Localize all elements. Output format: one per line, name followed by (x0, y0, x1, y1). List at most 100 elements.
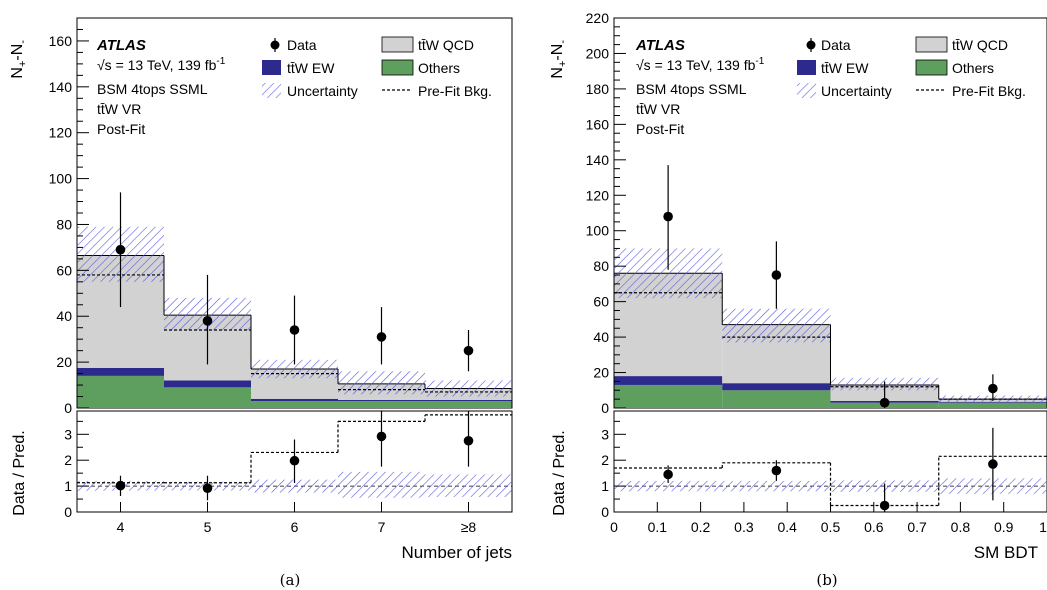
ytick-label-a-40: 40 (56, 308, 72, 324)
legend-uncertainty-swatch-b (797, 83, 816, 98)
data-point-a-1 (202, 316, 213, 326)
bar-ttwew-a-0 (77, 367, 164, 376)
ylabel-a: N+-N- (9, 40, 29, 79)
legend-data-marker-a (270, 40, 280, 50)
ratio-ytick-label-a-2: 2 (64, 452, 72, 468)
bar-ttwew-b-1 (722, 383, 831, 391)
legend-uncertainty-b: Uncertainty (821, 83, 892, 99)
legend-prefit-b: Pre-Fit Bkg. (952, 83, 1026, 99)
ratio-point-b-2 (879, 500, 890, 511)
ratio-band-a-2 (251, 479, 338, 493)
legend-ttw-ew-swatch-a (262, 60, 281, 75)
data-point-a-4 (463, 345, 474, 356)
ytick-label-b-200: 200 (586, 45, 610, 61)
bar-others-a-0 (77, 375, 164, 408)
data-point-b-1 (771, 270, 782, 280)
xtick-label-b-3: 0.3 (734, 519, 754, 535)
legend-ttw-qcd-swatch-a (381, 36, 414, 53)
ratio-ylabel-a: Data / Pred. (11, 430, 28, 515)
xtick-label-b-8: 0.8 (951, 519, 971, 535)
ratio-band-a-4 (425, 474, 512, 497)
legend-ttw-qcd-a: tt̄W QCD (418, 37, 474, 53)
ratio-point-b-1 (771, 465, 782, 476)
ytick-label-b-180: 180 (586, 81, 610, 97)
legend-data-b: Data (821, 37, 851, 53)
ytick-label-b-40: 40 (593, 329, 609, 345)
xtick-label-b-0: 0 (610, 519, 618, 535)
legend-ttw-qcd-swatch-b (915, 36, 948, 53)
xlabel-b: SM BDT (974, 543, 1038, 562)
bar-ttwew-a-4 (425, 399, 512, 402)
ytick-label-b-60: 60 (593, 294, 609, 310)
legend-ttw-ew-swatch-b (797, 60, 816, 75)
bar-others-a-2 (251, 401, 338, 408)
fit-label-a: Post-Fit (97, 121, 145, 137)
ratio-frame-b (613, 410, 1047, 513)
ytick-label-b-100: 100 (586, 223, 610, 239)
legend-others-swatch-b (915, 59, 948, 76)
xtick-label-a-0: 4 (117, 519, 125, 535)
xlabel-a: Number of jets (401, 543, 512, 562)
ytick-label-a-100: 100 (49, 171, 73, 187)
legend-data-a: Data (287, 37, 317, 53)
data-point-b-0 (663, 211, 673, 222)
ratio-band-b-1 (722, 480, 831, 492)
ytick-label-b-160: 160 (586, 116, 610, 132)
ratio-point-b-3 (988, 459, 998, 469)
legend-data-marker-b (806, 40, 816, 50)
xtick-label-b-5: 0.5 (821, 519, 841, 535)
panel-b: ATLAS √s = 13 TeV, 139 fb-1 BSM 4tops SS… (549, 36, 1038, 589)
legend-others-swatch-a (381, 59, 414, 76)
ytick-label-b-140: 140 (586, 152, 610, 168)
data-point-b-3 (988, 383, 998, 394)
ytick-label-b-120: 120 (586, 187, 610, 203)
atlas-label-b: ATLAS (635, 37, 685, 54)
legend-uncertainty-swatch-a (262, 83, 281, 98)
ytick-label-b-20: 20 (593, 365, 609, 381)
analysis-label-a: BSM 4tops SSML (97, 81, 208, 97)
energy-label-b: √s = 13 TeV, 139 fb-1 (636, 56, 765, 73)
bar-ttwew-a-2 (251, 398, 338, 402)
bar-others-a-4 (425, 401, 512, 408)
ratio-point-a-0 (115, 480, 126, 491)
ytick-label-a-60: 60 (56, 262, 72, 278)
bar-ttwew-a-1 (164, 380, 251, 388)
ratio-point-b-0 (663, 469, 673, 480)
bar-others-a-1 (164, 387, 251, 408)
ratio-ytick-label-b-3: 3 (601, 426, 609, 442)
xtick-label-a-3: 7 (378, 519, 386, 535)
ytick-label-a-20: 20 (56, 354, 72, 370)
region-label-a: tt̄W VR (97, 101, 141, 117)
ytick-label-a-160: 160 (49, 33, 73, 49)
ratio-ytick-label-a-3: 3 (64, 426, 72, 442)
ytick-label-b-220: 220 (586, 10, 610, 26)
data-point-a-2 (289, 325, 300, 335)
legend-ttw-ew-a: tt̄W EW (287, 60, 335, 76)
xtick-label-b-1: 0.1 (648, 519, 668, 535)
ratio-point-a-1 (202, 483, 213, 493)
legend-prefit-a: Pre-Fit Bkg. (418, 83, 492, 99)
ytick-label-a-80: 80 (56, 216, 72, 232)
ytick-label-a-140: 140 (49, 79, 73, 95)
atlas-label-a: ATLAS (96, 37, 146, 54)
ratio-ytick-label-b-2: 2 (601, 452, 609, 468)
data-point-a-3 (376, 332, 387, 342)
ratio-ylabel-b: Data / Pred. (551, 430, 568, 515)
xtick-label-b-10: 1 (1039, 519, 1047, 535)
data-point-b-2 (879, 397, 890, 408)
bar-others-a-3 (338, 401, 425, 408)
legend-ttw-qcd-b: tt̄W QCD (952, 37, 1008, 53)
ratio-point-a-4 (463, 435, 474, 446)
xtick-label-b-9: 0.9 (994, 519, 1014, 535)
legend-others-a: Others (418, 60, 460, 76)
analysis-label-b: BSM 4tops SSML (636, 81, 747, 97)
bar-others-b-3 (938, 402, 1047, 408)
ratio-ytick-label-b-0: 0 (601, 504, 609, 520)
ratio-ytick-label-a-0: 0 (64, 504, 72, 520)
ytick-label-b-80: 80 (593, 258, 609, 274)
uncertainty-band-a-4 (425, 380, 512, 397)
xtick-label-a-4: ≥8 (461, 519, 477, 535)
ylabel-b: N+-N- (549, 40, 569, 79)
xtick-label-b-6: 0.6 (864, 519, 884, 535)
